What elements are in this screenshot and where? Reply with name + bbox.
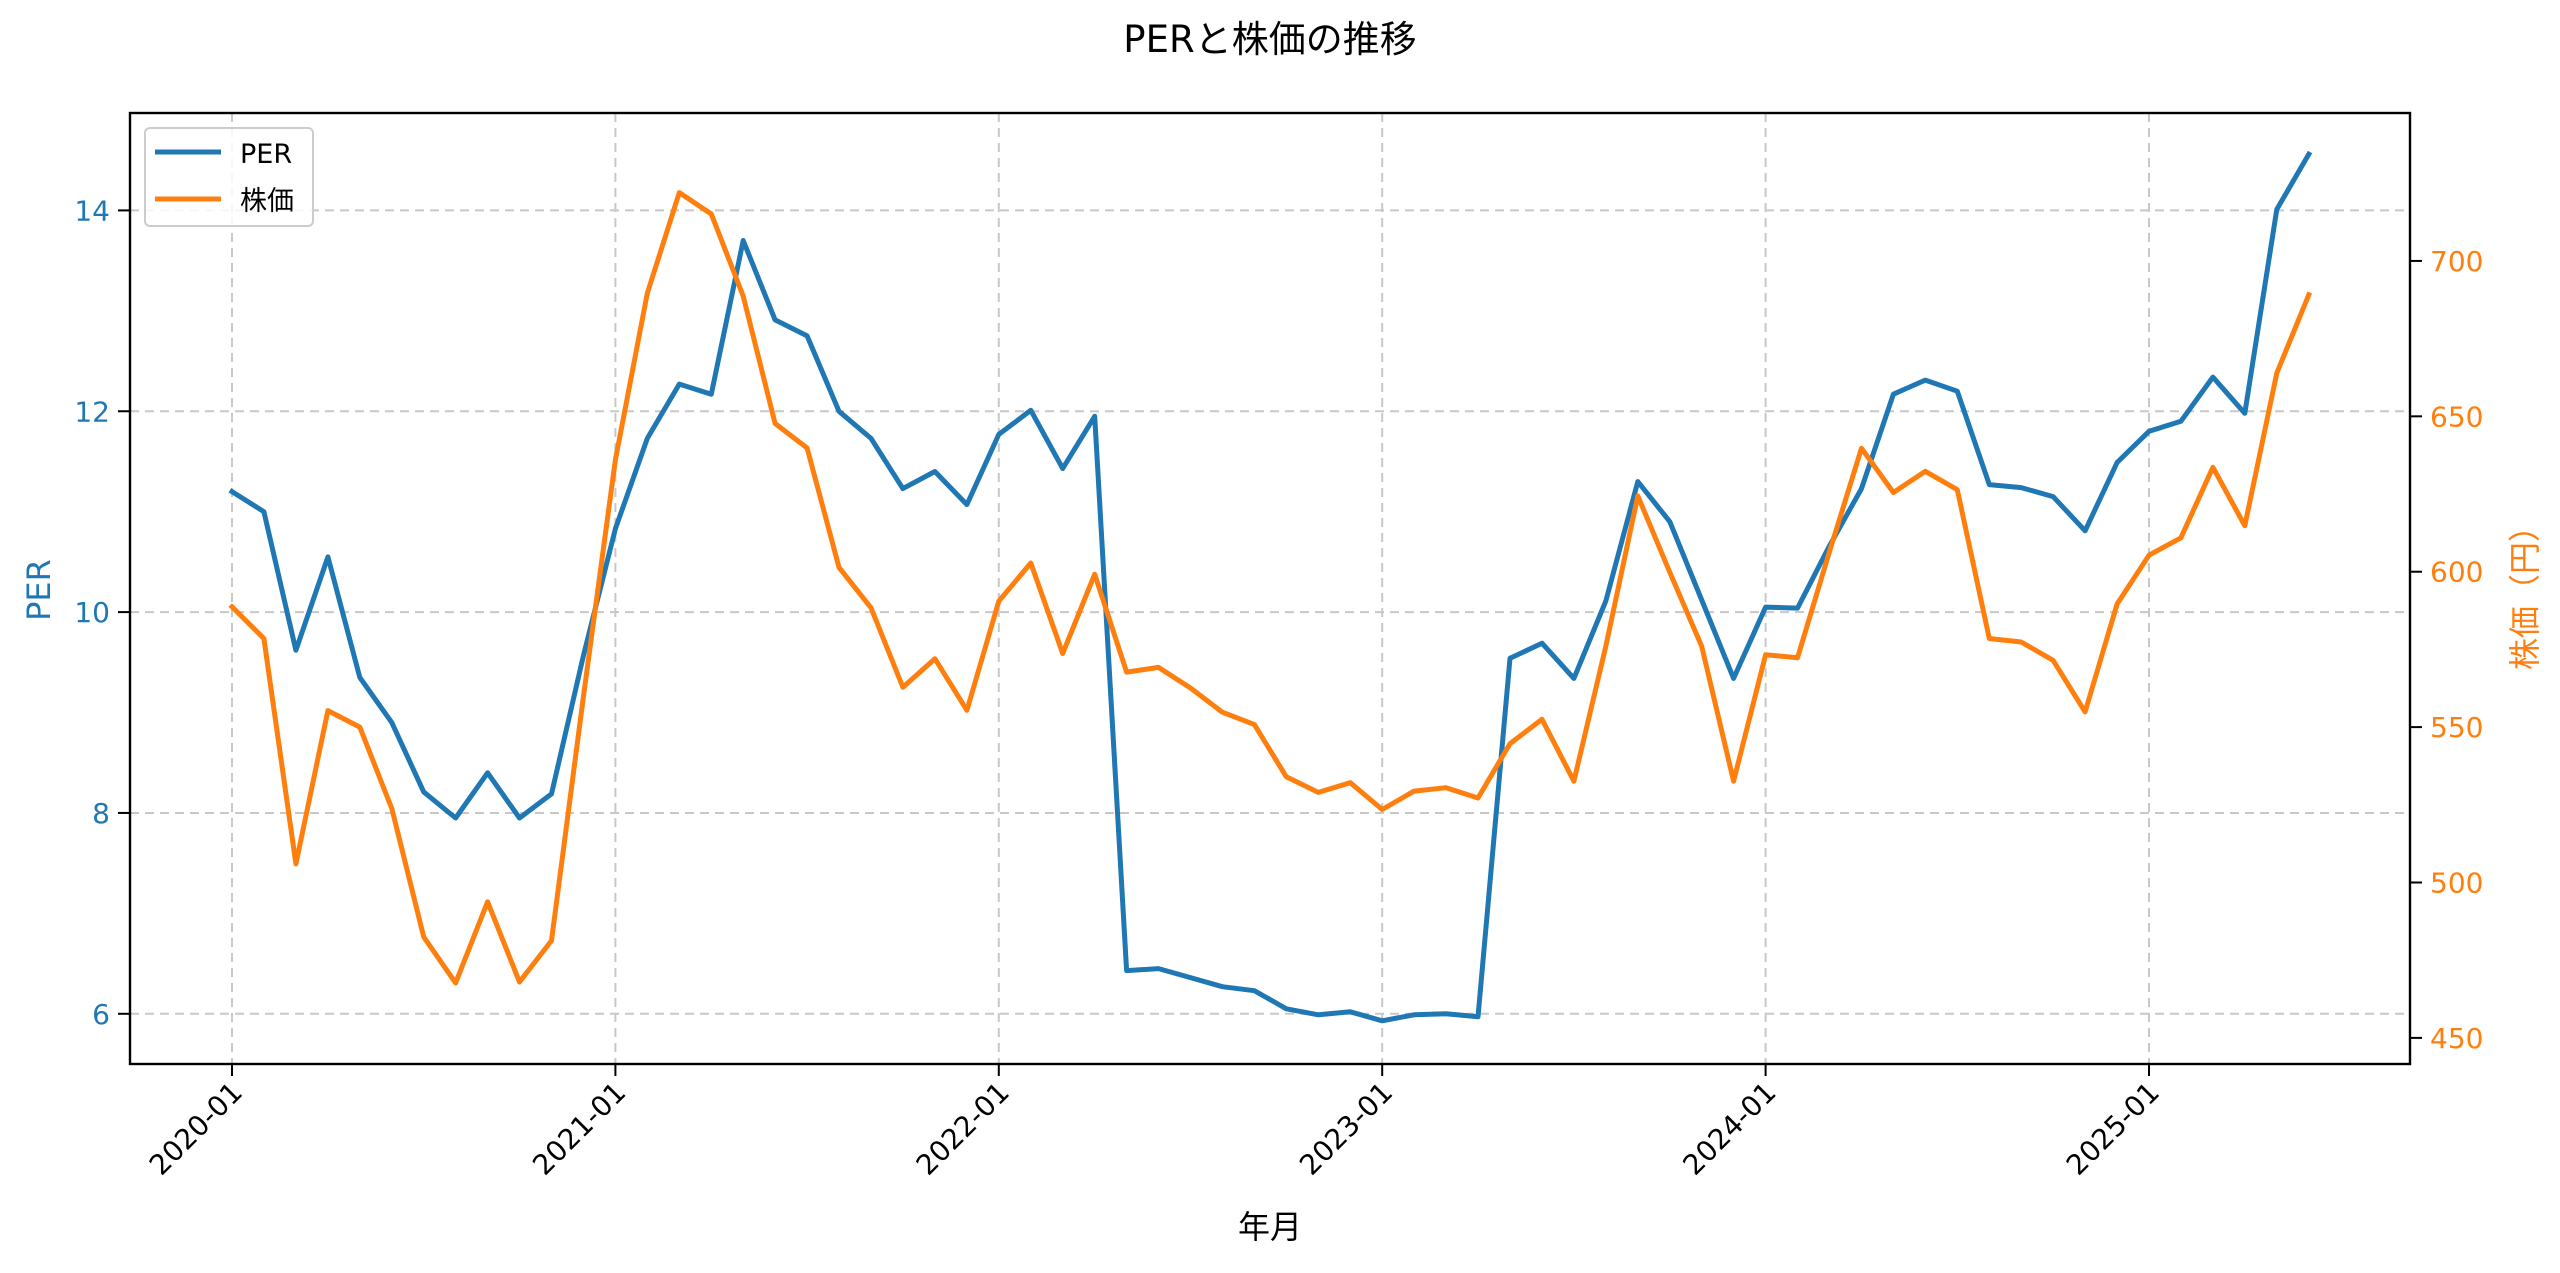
y-axis-right: 450 500 550 600 650 700 (2410, 245, 2483, 1055)
legend: PER 株価 (144, 127, 314, 227)
x-tick-label: 2024-01 (1676, 1076, 1782, 1182)
y-right-tick-label: 450 (2430, 1022, 2483, 1055)
x-tick-label: 2025-01 (2060, 1076, 2166, 1182)
y-right-tick-label: 600 (2430, 556, 2483, 589)
grid-lines (130, 113, 2410, 1064)
y-axis-left: 6 8 10 12 14 (74, 194, 130, 1031)
x-tick-label: 2023-01 (1293, 1076, 1399, 1182)
y-axis-left-label: PER (20, 559, 58, 621)
y-right-tick-label: 650 (2430, 400, 2483, 433)
y-left-tick-label: 8 (92, 797, 110, 830)
chart-title: PERと株価の推移 (1123, 18, 1416, 61)
y-left-tick-label: 6 (92, 998, 110, 1031)
y-left-tick-label: 14 (74, 194, 110, 227)
plot-area-frame (128, 111, 2412, 1066)
plot-series (228, 150, 2313, 1024)
y-right-tick-label: 550 (2430, 711, 2483, 744)
x-tick-label: 2020-01 (143, 1076, 249, 1182)
x-axis-label: 年月 (1238, 1208, 1302, 1246)
price-line (228, 190, 2313, 986)
y-left-tick-label: 12 (74, 395, 110, 428)
per-line (228, 150, 2313, 1024)
x-tick-label: 2021-01 (526, 1076, 632, 1182)
x-axis: 2020-01 2021-01 2022-01 2023-01 2024-01 2025-… (143, 1064, 2166, 1182)
legend-price-label: 株価 (240, 186, 294, 217)
x-tick-label: 2022-01 (910, 1076, 1016, 1182)
y-axis-right-label: 株価（円） (2506, 510, 2544, 670)
y-right-tick-label: 700 (2430, 245, 2483, 278)
y-left-tick-label: 10 (74, 596, 110, 629)
legend-per-label: PER (240, 139, 292, 170)
y-right-tick-label: 500 (2430, 867, 2483, 900)
